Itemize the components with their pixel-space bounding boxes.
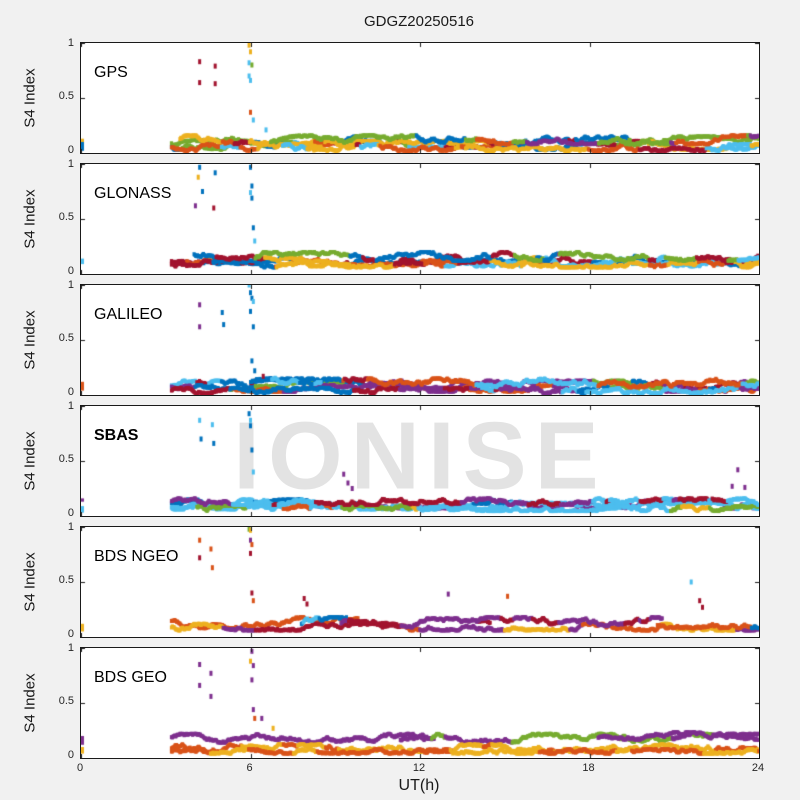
y-tick-label-1: 1: [67, 521, 74, 533]
sbas-scatter-canvas: [81, 406, 759, 516]
x-axis-ticks: 0 6 12 18 24: [76, 762, 764, 776]
x-tick-label-18: 18: [582, 762, 595, 774]
panel-row-galileo: S4 Index 1 0.5 0 GALILEO: [0, 279, 800, 398]
chart-title: GDGZ20250516: [363, 13, 475, 30]
glonass-scatter-canvas: [81, 164, 759, 274]
y-tick-label-05: 0.5: [58, 453, 74, 465]
x-axis-label: UT(h): [398, 777, 440, 794]
panel-label-bds-ngeo: BDS NGEO: [94, 548, 179, 565]
y-tick-label-0: 0: [67, 628, 74, 640]
y-tick-label-05: 0.5: [58, 695, 74, 707]
y-tick-label-05: 0.5: [58, 211, 74, 223]
panel-label-gps: GPS: [94, 64, 128, 81]
panel-label-galileo: GALILEO: [94, 306, 163, 323]
y-tick-label-1: 1: [67, 279, 74, 291]
plot-panel-galileo: GALILEO: [80, 284, 760, 396]
x-tick-label-6: 6: [246, 762, 253, 774]
gps-scatter-canvas: [81, 43, 759, 153]
y-tick-label-1: 1: [67, 37, 74, 49]
panel-row-gps: S4 Index 1 0.5 0 GPS: [0, 37, 800, 156]
panel-label-sbas: SBAS: [94, 427, 139, 444]
y-tick-label-05: 0.5: [58, 90, 74, 102]
bds-ngeo-scatter-canvas: [81, 527, 759, 637]
plot-panel-glonass: GLONASS: [80, 163, 760, 275]
y-tick-label-1: 1: [67, 400, 74, 412]
plot-panel-bds-ngeo: BDS NGEO: [80, 526, 760, 638]
panel-row-sbas: S4 Index 1 0.5 0 IONISE SBAS: [0, 400, 800, 519]
y-tick-label-0: 0: [67, 749, 74, 761]
x-tick-label-0: 0: [76, 762, 84, 774]
y-tick-label-1: 1: [67, 158, 74, 170]
plot-panel-bds-geo: BDS GEO: [80, 647, 760, 759]
y-tick-label-0: 0: [67, 144, 74, 156]
y-tick-label-0: 0: [67, 386, 74, 398]
y-tick-label-0: 0: [67, 507, 74, 519]
y-tick-label-05: 0.5: [58, 332, 74, 344]
plot-panel-gps: GPS: [80, 42, 760, 154]
panel-label-glonass: GLONASS: [94, 185, 172, 202]
y-tick-label-1: 1: [67, 642, 74, 654]
x-tick-label-24: 24: [751, 762, 765, 774]
panel-row-bds-ngeo: S4 Index 1 0.5 0 BDS NGEO: [0, 521, 800, 640]
bds-geo-scatter-canvas: [81, 648, 759, 758]
x-tick-label-12: 12: [412, 762, 426, 774]
panel-row-bds-geo: S4 Index 1 0.5 0 BDS GEO: [0, 642, 800, 761]
panel-row-glonass: S4 Index 1 0.5 0 GLONASS: [0, 158, 800, 277]
y-tick-label-05: 0.5: [58, 574, 74, 586]
panel-label-bds-geo: BDS GEO: [94, 669, 167, 686]
y-tick-label-0: 0: [67, 265, 74, 277]
galileo-scatter-canvas: [81, 285, 759, 395]
plot-panel-sbas: IONISE SBAS: [80, 403, 760, 517]
